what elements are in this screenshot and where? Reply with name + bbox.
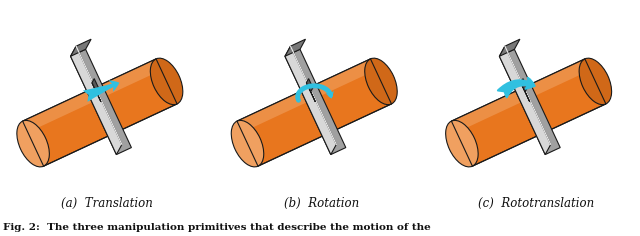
Text: (c)  Rototranslation: (c) Rototranslation <box>478 197 594 210</box>
Polygon shape <box>499 39 520 56</box>
Polygon shape <box>499 49 560 155</box>
Ellipse shape <box>445 120 478 167</box>
Ellipse shape <box>579 58 612 105</box>
Polygon shape <box>22 59 177 166</box>
Polygon shape <box>92 83 101 102</box>
Polygon shape <box>285 46 336 155</box>
Text: (a)  Translation: (a) Translation <box>61 197 153 210</box>
Polygon shape <box>70 49 131 155</box>
Polygon shape <box>451 59 590 132</box>
Polygon shape <box>285 49 346 155</box>
Polygon shape <box>521 83 530 102</box>
Text: Fig. 2:  The three manipulation primitives that describe the motion of the: Fig. 2: The three manipulation primitive… <box>3 223 431 232</box>
Polygon shape <box>307 83 316 102</box>
Ellipse shape <box>365 58 397 105</box>
Text: (b)  Rotation: (b) Rotation <box>284 197 359 210</box>
Polygon shape <box>307 79 313 92</box>
Polygon shape <box>22 59 161 132</box>
Polygon shape <box>70 39 91 56</box>
Ellipse shape <box>150 58 183 105</box>
Polygon shape <box>92 79 99 92</box>
Polygon shape <box>499 46 550 155</box>
Polygon shape <box>237 59 376 132</box>
Ellipse shape <box>17 120 49 167</box>
Polygon shape <box>237 59 392 166</box>
Polygon shape <box>285 39 305 56</box>
Ellipse shape <box>231 120 264 167</box>
Polygon shape <box>70 46 122 155</box>
Polygon shape <box>451 59 606 166</box>
Polygon shape <box>521 79 527 92</box>
